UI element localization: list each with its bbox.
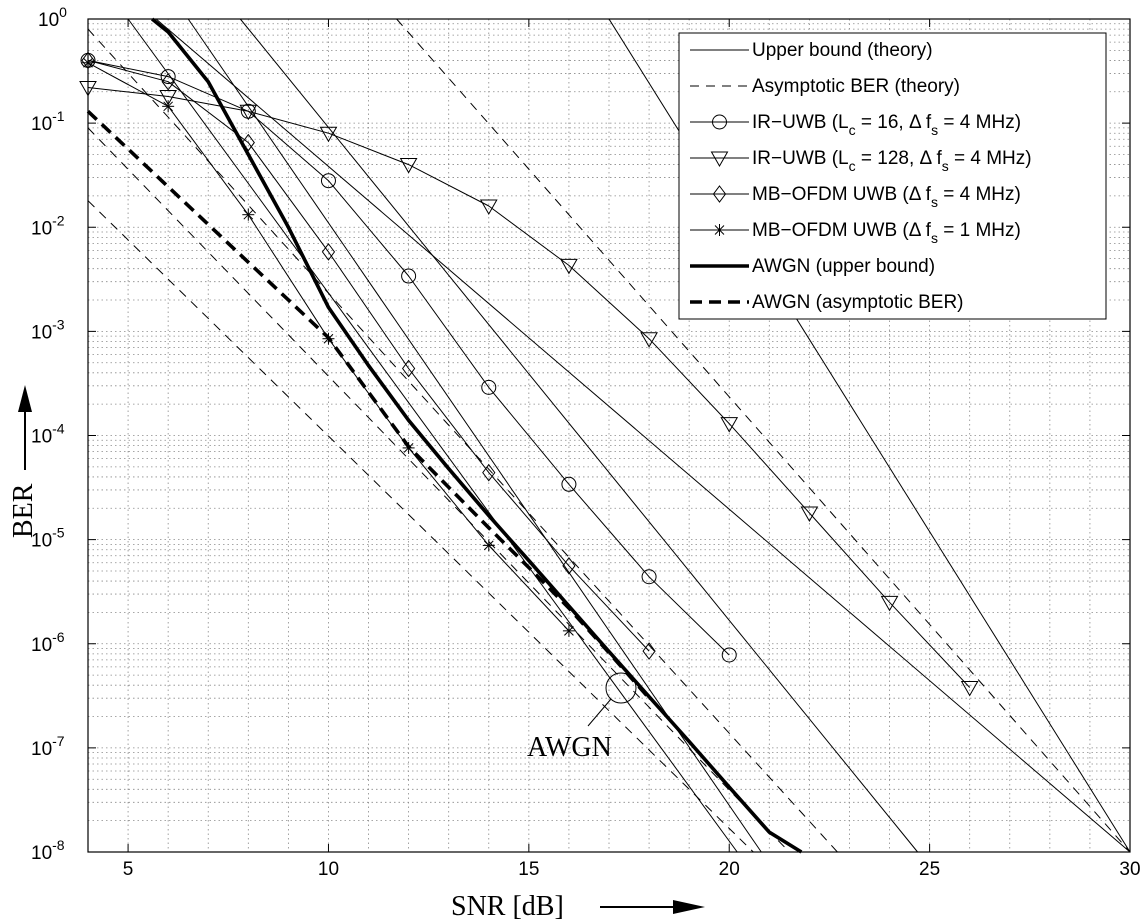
series-line — [87, 200, 754, 853]
diamond-marker — [642, 642, 656, 660]
awgn-annotation-leader — [587, 698, 612, 727]
series-line — [187, 18, 762, 853]
x-tick-label: 30 — [1119, 859, 1140, 880]
y-tick-label: 10-3 — [31, 316, 65, 343]
star-marker-stroke — [564, 626, 574, 636]
y-tick-label: 10-2 — [31, 212, 65, 239]
star-marker — [562, 624, 575, 637]
star-marker — [482, 539, 495, 552]
triangle-marker — [710, 151, 729, 168]
star-marker-stroke — [714, 225, 725, 235]
legend-label: Upper bound (theory) — [752, 40, 933, 61]
series-line — [87, 87, 971, 688]
grid — [88, 19, 1130, 852]
ticks: 5 10 15 20 25 30 100 10-1 10-2 10-3 10-4 10-5 10-6 10… — [31, 4, 1141, 880]
star-marker-stroke — [403, 443, 414, 453]
diamond-marker — [401, 359, 416, 378]
x-tick-label: 10 — [318, 859, 339, 880]
circle-marker — [160, 69, 176, 85]
triangle-marker — [960, 681, 979, 697]
circle-marker — [320, 173, 336, 189]
circle-marker — [641, 569, 657, 585]
x-tick-label: 25 — [919, 859, 940, 880]
circle-marker — [561, 476, 577, 492]
y-tick-label: 10-8 — [31, 837, 65, 864]
circle-marker — [721, 647, 737, 663]
triangle-marker — [319, 126, 338, 143]
triangle-marker — [479, 199, 498, 216]
diamond-marker — [241, 133, 255, 152]
awgn-annotation-circle — [605, 672, 637, 704]
y-axis-arrowhead — [18, 385, 32, 412]
diamond-marker — [712, 185, 727, 203]
series-line — [396, 18, 1131, 853]
star-marker — [713, 224, 726, 236]
awgn-annotation: AWGN — [527, 672, 637, 763]
y-tick-label: 10-1 — [31, 108, 65, 135]
triangle-marker — [159, 90, 178, 106]
y-axis-title: BER — [8, 483, 39, 538]
y-tick-label: 100 — [38, 4, 67, 31]
triangle-marker — [399, 158, 418, 174]
series-line — [86, 109, 651, 700]
x-tick-label: 5 — [123, 859, 134, 880]
star-marker-stroke — [163, 101, 174, 112]
awgn-annotation-label: AWGN — [527, 732, 612, 763]
legend-box — [678, 32, 1107, 320]
triangle-marker — [640, 332, 658, 348]
axis-titles: SNR [dB] BER — [8, 385, 705, 922]
diamond-marker — [482, 463, 496, 482]
legend-label: IR−UWB (Lc = 128, Δ fs = 4 MHz) — [752, 148, 1032, 174]
legend-label: AWGN (upper bound) — [752, 256, 935, 277]
circle-marker — [481, 379, 497, 395]
star-marker-stroke — [323, 333, 334, 344]
star-marker-stroke — [243, 209, 254, 220]
star-marker — [322, 332, 335, 345]
curves — [86, 17, 1131, 854]
x-axis-arrowhead — [673, 900, 705, 914]
circle-marker — [401, 268, 417, 284]
series-line — [150, 17, 803, 854]
series-line — [87, 127, 790, 853]
star-marker — [162, 100, 175, 113]
diamond-marker — [161, 72, 175, 91]
y-tick-label: 10-5 — [31, 525, 65, 552]
series-line — [87, 59, 730, 656]
triangle-marker — [720, 417, 739, 433]
star-marker — [402, 441, 415, 454]
markers — [79, 51, 979, 697]
diamond-marker — [562, 557, 576, 575]
triangle-marker — [560, 258, 578, 275]
triangle-marker — [239, 104, 258, 121]
triangle-marker — [880, 595, 899, 612]
triangle-marker — [800, 506, 819, 523]
y-tick-label: 10-4 — [31, 421, 65, 448]
y-tick-label: 10-7 — [31, 733, 65, 760]
legend-label: Asymptotic BER (theory) — [752, 76, 960, 97]
legend-label: MB−OFDM UWB (Δ fs = 1 MHz) — [752, 220, 1021, 246]
star-marker-stroke — [483, 540, 494, 551]
legend-label: IR−UWB (Lc = 16, Δ fs = 4 MHz) — [752, 112, 1021, 138]
legend: Upper bound (theory) Asymptotic BER (theo… — [678, 32, 1107, 320]
series-line — [127, 18, 738, 853]
series-line — [239, 18, 918, 853]
diamond-marker — [321, 243, 336, 261]
star-marker — [242, 208, 255, 221]
legend-label: MB−OFDM UWB (Δ fs = 4 MHz) — [752, 184, 1021, 210]
x-tick-label: 20 — [719, 859, 740, 880]
y-tick-label: 10-6 — [31, 629, 65, 656]
x-axis-title: SNR [dB] — [451, 891, 564, 922]
legend-label: AWGN (asymptotic BER) — [752, 292, 964, 313]
x-tick-label: 15 — [518, 859, 539, 880]
circle-marker — [712, 114, 727, 130]
series-line — [155, 18, 1131, 853]
